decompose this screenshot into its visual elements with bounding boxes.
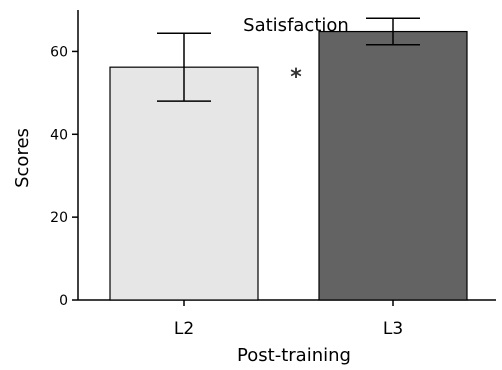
- y-tick-label: 40: [50, 127, 68, 143]
- significance-marker: *: [290, 65, 302, 90]
- x-axis-label: Post-training: [237, 345, 351, 366]
- x-tick-label-l2: L2: [174, 319, 194, 339]
- error-bars: [157, 17, 420, 102]
- chart-title: Satisfaction: [243, 15, 349, 36]
- bars: [109, 30, 468, 301]
- chart-text: Satisfaction Post-training Scores *: [12, 15, 351, 366]
- x-tick-label-l3: L3: [383, 319, 403, 339]
- y-tick-label: 0: [59, 293, 68, 309]
- y-axis-label: Scores: [12, 128, 33, 188]
- y-tick-label: 20: [50, 210, 68, 226]
- bar-l3: [318, 30, 468, 301]
- y-tick-label: 60: [50, 44, 68, 60]
- bar-l2: [109, 66, 259, 301]
